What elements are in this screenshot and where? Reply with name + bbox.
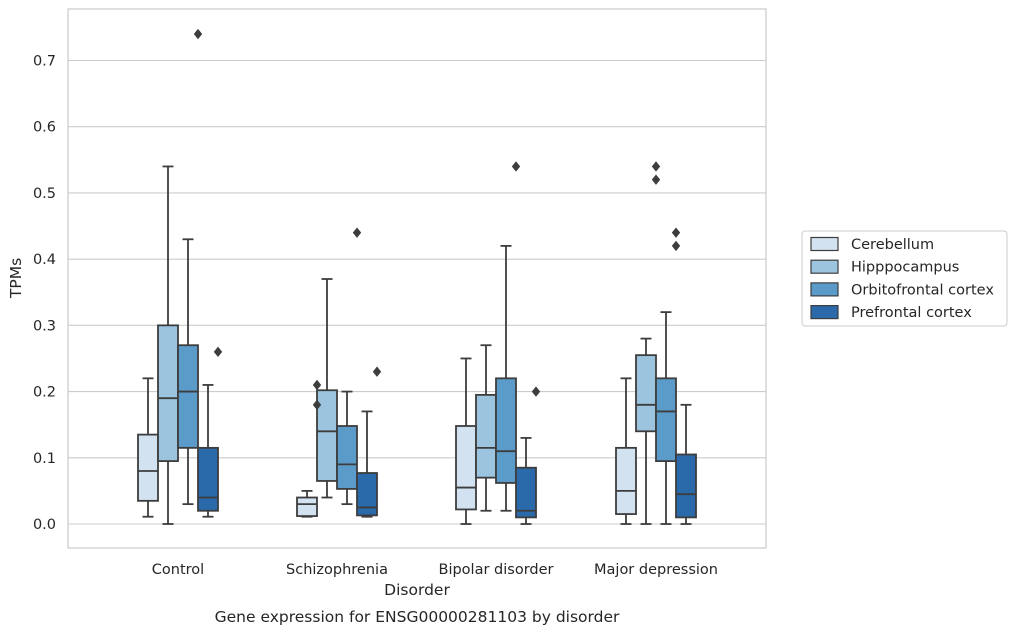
y-tick-label: 0.6	[33, 120, 56, 136]
box-body	[157, 324, 179, 462]
box-series-group	[137, 28, 697, 525]
box-body	[475, 393, 497, 479]
outlier-point	[372, 366, 382, 377]
box-2-2	[495, 161, 521, 512]
y-tick-labels: 0.0 0.1 0.2 0.3 0.4 0.5 0.6 0.7	[33, 54, 56, 534]
box-body	[336, 425, 358, 490]
y-tick-label: 0.1	[33, 451, 56, 467]
legend-label: Cerebellum	[851, 237, 934, 253]
y-tick-label: 0.3	[33, 318, 56, 334]
outlier-point	[312, 379, 322, 391]
y-tick-label: 0.2	[33, 385, 56, 401]
box-body	[615, 446, 637, 515]
box-body	[455, 425, 477, 511]
legend-frame	[801, 230, 1008, 327]
box-0-3	[615, 377, 637, 525]
legend-label: Orbitofrontal cortex	[851, 282, 994, 298]
outlier-point	[352, 227, 362, 238]
box-body	[675, 453, 697, 519]
box-3-1	[356, 366, 382, 518]
plot-frame	[67, 8, 767, 549]
box-3-2	[515, 386, 541, 525]
y-axis-label: TPMs	[7, 258, 25, 299]
box-0-0	[137, 377, 159, 518]
box-body	[655, 377, 677, 462]
y-tick-label: 0.5	[33, 186, 56, 202]
box-body	[635, 354, 657, 433]
legend-label: Hipppocampus	[851, 260, 959, 276]
figure-caption: Gene expression for ENSG00000281103 by d…	[215, 608, 620, 626]
outlier-point	[213, 346, 223, 358]
legend-swatch	[810, 282, 839, 297]
box-1-2	[475, 344, 497, 512]
box-1-1	[316, 278, 338, 499]
outlier-point	[193, 28, 203, 40]
box-body	[515, 466, 537, 519]
outlier-point	[651, 161, 661, 172]
box-body	[137, 433, 159, 502]
legend-label: Prefrontal cortex	[851, 305, 972, 321]
x-tick-label: Bipolar disorder	[439, 562, 554, 578]
outlier-point	[671, 240, 681, 252]
legend-swatch	[810, 305, 839, 320]
x-tick-label: Control	[152, 562, 204, 578]
x-tick-label: Major depression	[594, 562, 718, 578]
box-0-2	[455, 357, 477, 525]
box-body	[177, 344, 199, 449]
box-body	[296, 496, 318, 517]
box-0-1	[296, 489, 318, 518]
x-axis-label: Disorder	[384, 581, 450, 599]
outlier-point	[651, 174, 661, 185]
outlier-point	[671, 227, 681, 238]
box-body	[197, 446, 219, 512]
box-body	[495, 377, 517, 484]
outlier-point	[531, 386, 541, 397]
x-tick-labels: Control Schizophrenia Bipolar disorder Majo…	[152, 562, 718, 578]
y-tick-label: 0.0	[33, 517, 56, 533]
y-tick-label: 0.7	[33, 54, 56, 70]
x-tick-label: Schizophrenia	[286, 562, 388, 578]
box-body	[356, 472, 378, 517]
box-2-1	[336, 227, 362, 506]
outlier-point	[312, 399, 322, 411]
legend-swatch	[810, 236, 839, 252]
legend: Cerebellum Hipppocampus Orbitofrontal cort…	[801, 230, 1008, 327]
outlier-point	[511, 161, 521, 172]
box-3-0	[197, 346, 223, 518]
box-2-0	[177, 28, 203, 506]
y-tick-label: 0.4	[33, 252, 56, 268]
box-2-3	[655, 227, 681, 525]
legend-swatch	[810, 259, 839, 274]
box-3-3	[675, 403, 697, 525]
